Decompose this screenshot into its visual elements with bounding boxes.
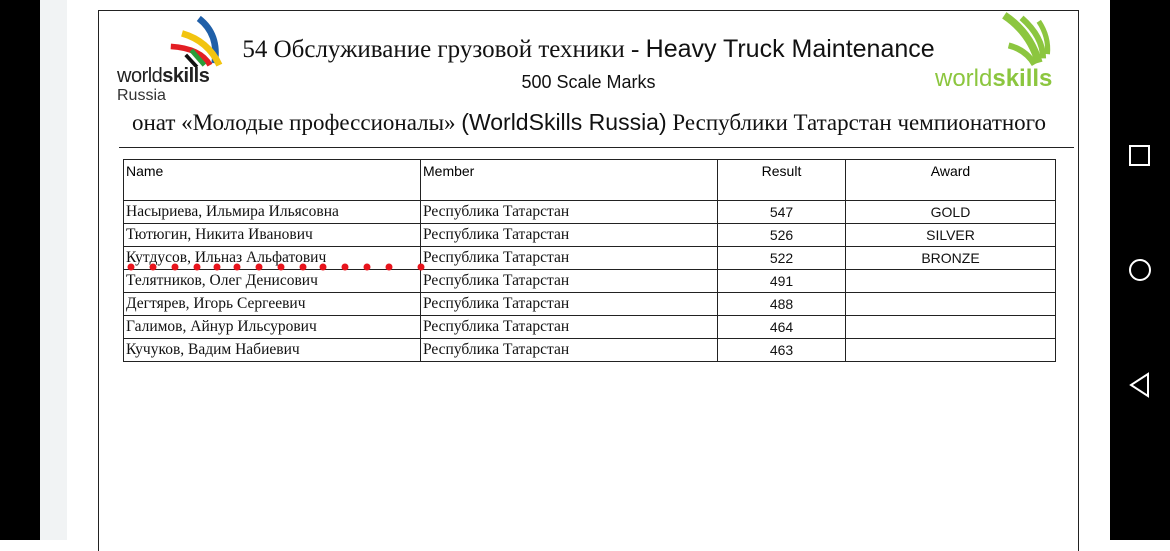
cell-award: SILVER — [845, 223, 1056, 247]
worldskills-russia-logo: worldskills Russia — [117, 11, 247, 107]
annotation-dot — [341, 263, 349, 271]
table-row: Дегтярев, Игорь Сергеевич Республика Тата… — [123, 292, 1056, 316]
cell-result: 526 — [717, 223, 846, 247]
cell-name: Кучуков, Вадим Набиевич — [123, 338, 421, 362]
divider — [119, 147, 1074, 148]
cell-award — [845, 338, 1056, 362]
cell-name: Дегтярев, Игорь Сергеевич — [123, 292, 421, 316]
cell-member: Республика Татарстан — [420, 338, 718, 362]
logo-right-text: worldskills — [935, 65, 1053, 92]
header-member: Member — [420, 159, 718, 201]
worldskills-hand-icon — [1002, 12, 1051, 67]
cell-name: Кутдусов, Ильназ Альфатович — [123, 246, 421, 270]
cell-member: Республика Татарстан — [420, 200, 718, 224]
table-row: Тютюгин, Никита Иванович Республика Татар… — [123, 223, 1056, 247]
cell-award — [845, 315, 1056, 339]
annotation-dot — [299, 263, 307, 271]
annotation-dot — [417, 263, 425, 271]
results-table: Name Member Result Award Насыриева, Ильм… — [123, 159, 1056, 362]
page-title: 54 Обслуживание грузовой техники - Heavy… — [242, 35, 935, 63]
annotation-dot — [171, 263, 179, 271]
recents-icon[interactable] — [1128, 144, 1152, 168]
annotation-dot — [213, 263, 221, 271]
viewer-margin — [40, 0, 67, 540]
header-award: Award — [845, 159, 1056, 201]
header-name: Name — [123, 159, 421, 201]
cell-name: Галимов, Айнур Ильсурович — [123, 315, 421, 339]
red-annotation-dots — [127, 263, 425, 271]
annotation-dot — [363, 263, 371, 271]
subtitle: 500 Scale Marks — [521, 72, 656, 92]
worldskills-swoosh-icon — [170, 15, 223, 67]
annotation-dot — [127, 263, 135, 271]
cell-result: 547 — [717, 200, 846, 224]
annotation-dot — [385, 263, 393, 271]
cell-award: GOLD — [845, 200, 1056, 224]
document-page: worldskills Russia worldskills 54 Обслуж… — [98, 10, 1079, 551]
left-black-bar — [0, 0, 40, 540]
annotation-dot — [255, 263, 263, 271]
cell-result: 522 — [717, 246, 846, 270]
annotation-dot — [277, 263, 285, 271]
header-result: Result — [717, 159, 846, 201]
table-row: Кучуков, Вадим Набиевич Республика Татарс… — [123, 338, 1056, 362]
annotation-dot — [233, 263, 241, 271]
annotation-dot — [193, 263, 201, 271]
cell-award: BRONZE — [845, 246, 1056, 270]
table-header-row: Name Member Result Award — [123, 159, 1056, 201]
cell-result: 488 — [717, 292, 846, 316]
championship-line: онат «Молодые профессионалы» (WorldSkill… — [131, 109, 1047, 135]
cell-member: Республика Татарстан — [420, 246, 718, 270]
cell-name: Тютюгин, Никита Иванович — [123, 223, 421, 247]
logo-left-text: worldskills — [117, 65, 210, 87]
table-row: Насыриева, Ильмира Ильясовна Республика Т… — [123, 200, 1056, 224]
cell-award — [845, 292, 1056, 316]
cell-result: 463 — [717, 338, 846, 362]
worldskills-logo-right: worldskills — [935, 11, 1070, 101]
cell-result: 464 — [717, 315, 846, 339]
cell-result: 491 — [717, 269, 846, 293]
back-icon[interactable] — [1128, 372, 1154, 398]
cell-member: Республика Татарстан — [420, 269, 718, 293]
cell-award — [845, 269, 1056, 293]
navigation-bar — [1110, 0, 1170, 540]
cell-name: Насыриева, Ильмира Ильясовна — [123, 200, 421, 224]
logo-left-russia: Russia — [117, 87, 166, 104]
annotation-dot — [319, 263, 327, 271]
home-icon[interactable] — [1128, 258, 1154, 284]
table-row: Галимов, Айнур Ильсурович Республика Тата… — [123, 315, 1056, 339]
cell-member: Республика Татарстан — [420, 315, 718, 339]
cell-member: Республика Татарстан — [420, 223, 718, 247]
cell-member: Республика Татарстан — [420, 292, 718, 316]
annotation-dot — [149, 263, 157, 271]
